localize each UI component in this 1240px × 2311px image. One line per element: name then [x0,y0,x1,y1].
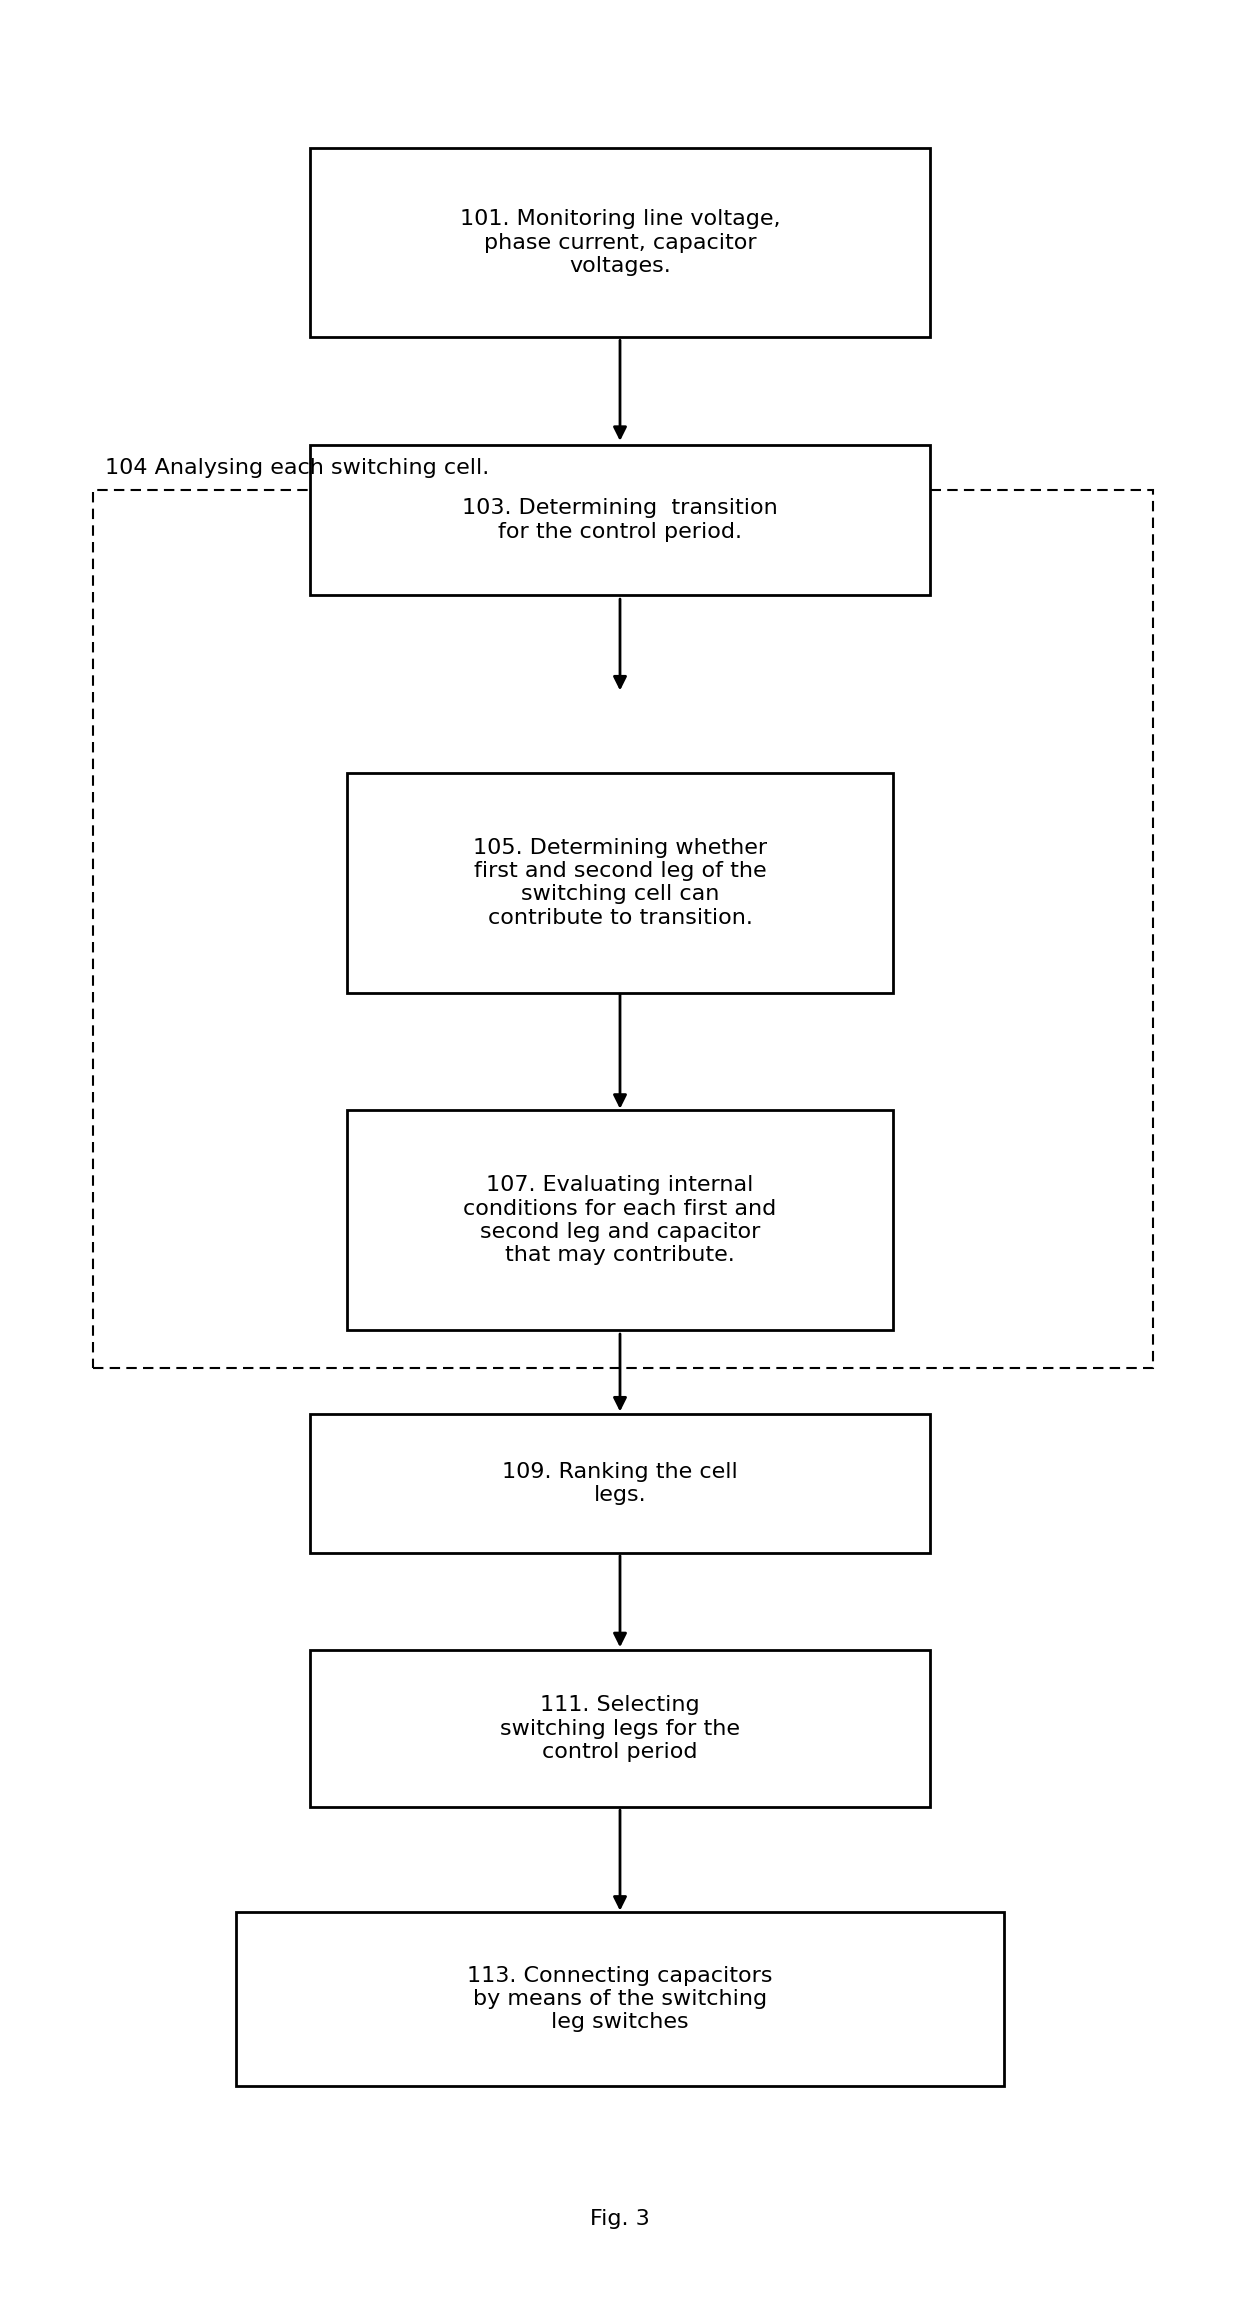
Bar [93,490,1153,1368]
Text: 113. Connecting capacitors
by means of the switching
leg switches: 113. Connecting capacitors by means of t… [467,1967,773,2031]
Bar [310,148,930,337]
Text: 111. Selecting
switching legs for the
control period: 111. Selecting switching legs for the co… [500,1696,740,1761]
Bar [347,1112,893,1331]
Text: 105. Determining whether
first and second leg of the
switching cell can
contribu: 105. Determining whether first and secon… [472,839,768,927]
Text: 101. Monitoring line voltage,
phase current, capacitor
voltages.: 101. Monitoring line voltage, phase curr… [460,210,780,275]
Bar [236,1914,1004,2085]
Bar [310,1414,930,1553]
Bar [310,444,930,596]
Text: 103. Determining  transition
for the control period.: 103. Determining transition for the cont… [463,499,777,541]
Bar [310,1650,930,1807]
Text: 109. Ranking the cell
legs.: 109. Ranking the cell legs. [502,1463,738,1504]
Text: 104 Analysing each switching cell.: 104 Analysing each switching cell. [105,458,490,478]
Text: 107. Evaluating internal
conditions for each first and
second leg and capacitor
: 107. Evaluating internal conditions for … [464,1176,776,1264]
Text: Fig. 3: Fig. 3 [590,2209,650,2228]
Bar [347,772,893,994]
